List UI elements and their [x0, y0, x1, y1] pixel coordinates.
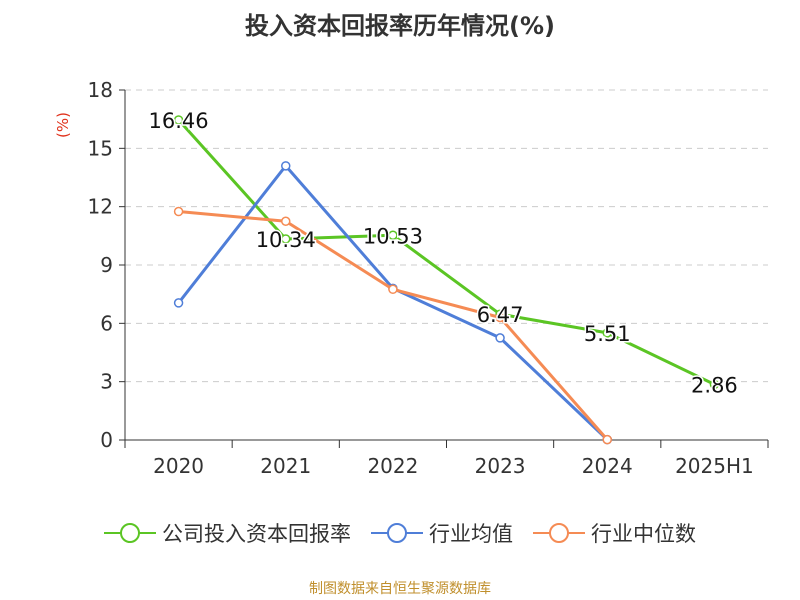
legend-item-company[interactable]: 公司投入资本回报率 — [104, 518, 351, 548]
data-labels: 16.46 10.34 10.53 6.47 5.51 2.86 — [147, 107, 739, 398]
axes: 0 3 6 9 12 15 18 2020 2021 2022 2023 2024 2025H1 — [88, 78, 769, 478]
y-tick-label: 18 — [88, 78, 113, 102]
data-label: 10.34 — [256, 228, 316, 252]
y-tick-label: 15 — [88, 136, 113, 160]
data-source-note: 制图数据来自恒生聚源数据库 — [309, 581, 491, 597]
legend: 公司投入资本回报率 行业均值 行业中位数 — [0, 518, 800, 548]
legend-item-industry-median[interactable]: 行业中位数 — [533, 518, 696, 548]
data-label: 5.51 — [584, 322, 631, 346]
grid-lines — [125, 89, 768, 383]
series-point — [602, 434, 612, 445]
series-point — [602, 328, 612, 338]
series-point — [709, 379, 720, 390]
series-point — [388, 230, 398, 240]
y-axis-label: (%) — [54, 112, 72, 138]
legend-swatch-industry-median — [533, 523, 585, 543]
data-label: 2.86 — [691, 373, 738, 397]
series-point — [173, 298, 184, 308]
series-line — [177, 118, 716, 386]
x-tick-label: 2021 — [260, 454, 311, 478]
legend-label-industry-mean: 行业均值 — [429, 522, 513, 546]
x-tick-label: 2023 — [475, 454, 526, 478]
y-tick-label: 12 — [88, 195, 113, 219]
series-point — [495, 333, 505, 343]
series-point — [388, 284, 398, 295]
series-point — [173, 115, 184, 125]
data-label: 16.46 — [149, 109, 209, 133]
y-tick-label: 0 — [100, 428, 113, 452]
data-label: 10.53 — [363, 224, 423, 248]
series-point — [281, 161, 291, 171]
series-point — [281, 216, 291, 226]
legend-swatch-industry-mean — [371, 523, 423, 543]
x-tick-label: 2020 — [153, 454, 204, 478]
legend-swatch-company — [104, 523, 156, 543]
legend-label-industry-median: 行业中位数 — [591, 522, 696, 546]
y-tick-label: 9 — [100, 253, 113, 277]
legend-item-industry-mean[interactable]: 行业均值 — [371, 518, 513, 548]
series-point — [281, 234, 291, 244]
x-tick-label: 2025H1 — [675, 454, 754, 478]
x-tick-label: 2024 — [582, 454, 633, 478]
series-point — [495, 312, 505, 323]
series-lines — [173, 115, 720, 445]
series-point — [173, 206, 184, 217]
x-tick-label: 2022 — [367, 454, 418, 478]
legend-label-company: 公司投入资本回报率 — [162, 522, 351, 546]
y-tick-label: 3 — [100, 370, 113, 394]
y-tick-label: 6 — [100, 311, 113, 335]
data-label: 6.47 — [477, 303, 524, 327]
chart-title: 投入资本回报率历年情况(%) — [245, 12, 555, 40]
